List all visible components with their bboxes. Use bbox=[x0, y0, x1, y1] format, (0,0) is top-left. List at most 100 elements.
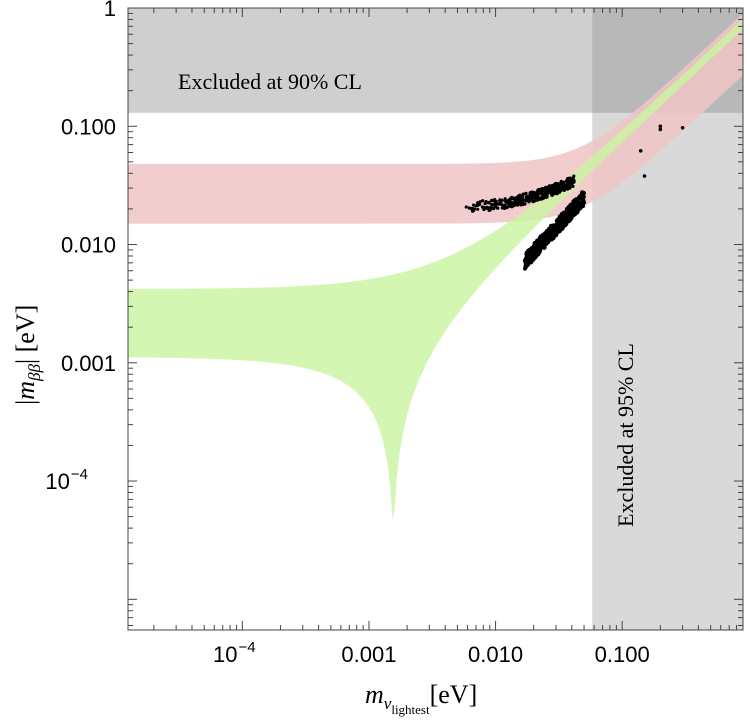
scatter-point bbox=[520, 200, 524, 204]
scatter-point bbox=[522, 266, 528, 271]
scatter-point bbox=[524, 251, 530, 256]
scatter-point bbox=[533, 196, 538, 200]
plot-regions bbox=[128, 8, 743, 630]
scatter-point bbox=[560, 219, 565, 224]
x-tick-label: 0.010 bbox=[468, 642, 523, 667]
scatter-point bbox=[565, 180, 569, 184]
scatter-point bbox=[563, 186, 567, 190]
scatter-point bbox=[498, 200, 502, 204]
scatter-point bbox=[567, 178, 571, 182]
scatter-point bbox=[567, 184, 571, 188]
scatter-point bbox=[464, 205, 468, 209]
scatter-point bbox=[542, 245, 547, 250]
scatter-point bbox=[524, 197, 528, 201]
scatter-point bbox=[572, 174, 576, 178]
scatter-point bbox=[658, 124, 663, 129]
scatter-point bbox=[518, 202, 523, 206]
x-tick-label: 10−4 bbox=[213, 639, 256, 667]
scatter-point bbox=[486, 201, 491, 205]
scatter-point bbox=[487, 208, 491, 212]
scatter-point bbox=[555, 192, 559, 196]
scatter-point bbox=[476, 201, 480, 205]
scatter-point bbox=[481, 199, 485, 203]
scatter-point bbox=[571, 199, 577, 204]
scatter-point bbox=[530, 256, 535, 261]
scatter-point bbox=[532, 241, 537, 246]
scatter-point bbox=[509, 196, 513, 200]
scatter-point bbox=[544, 241, 549, 246]
scatter-point bbox=[513, 198, 517, 202]
scatter-point bbox=[561, 215, 566, 220]
scatter-point bbox=[557, 229, 562, 234]
scatter-point bbox=[476, 207, 480, 211]
scatter-point bbox=[538, 248, 543, 253]
y-tick-label: 0.100 bbox=[61, 114, 116, 139]
excluded-95cl-label: Excluded at 95% CL bbox=[613, 343, 638, 527]
scatter-point bbox=[503, 206, 508, 210]
scatter-point bbox=[534, 193, 538, 197]
scatter-point bbox=[494, 199, 498, 203]
scatter-point bbox=[571, 177, 575, 181]
scatter-point bbox=[538, 189, 542, 193]
scatter-point bbox=[531, 245, 536, 250]
scatter-point bbox=[565, 215, 570, 220]
scatter-point bbox=[503, 199, 507, 203]
scatter-point bbox=[553, 233, 559, 238]
scatter-point bbox=[556, 182, 560, 186]
scatter-point bbox=[515, 201, 519, 205]
scatter-point bbox=[545, 193, 549, 197]
scatter-point bbox=[548, 189, 552, 193]
scatter-point bbox=[658, 127, 663, 132]
scatter-point bbox=[561, 224, 566, 229]
scatter-point bbox=[540, 191, 544, 195]
scatter-point bbox=[534, 198, 539, 202]
y-axis-label: |mββ| [eV] bbox=[11, 305, 44, 405]
scatter-point bbox=[493, 202, 497, 206]
scatter-point bbox=[491, 206, 495, 210]
scatter-point bbox=[493, 205, 497, 209]
y-tick-label: 0.010 bbox=[61, 233, 116, 258]
scatter-point bbox=[541, 194, 545, 198]
scatter-point bbox=[569, 214, 574, 219]
scatter-point bbox=[565, 207, 571, 212]
scatter-point bbox=[579, 191, 585, 196]
excluded-90cl-label: Excluded at 90% CL bbox=[178, 69, 362, 94]
scatter-point bbox=[555, 185, 559, 189]
scatter-point bbox=[489, 202, 493, 206]
scatter-point bbox=[551, 223, 556, 228]
scatter-point bbox=[571, 181, 575, 185]
scatter-point bbox=[471, 209, 475, 213]
scatter-point bbox=[476, 203, 480, 207]
scatter-point bbox=[521, 192, 525, 196]
scatter-point bbox=[638, 149, 643, 153]
scatter-point bbox=[488, 206, 492, 210]
x-tick-label: 0.001 bbox=[341, 642, 396, 667]
scatter-point bbox=[503, 203, 507, 207]
scatter-point bbox=[531, 251, 537, 256]
scatter-point bbox=[536, 240, 541, 245]
y-tick-label: 10−4 bbox=[45, 466, 88, 494]
scatter-point bbox=[471, 203, 476, 207]
normal-ordering-band bbox=[128, 19, 743, 520]
scatter-point bbox=[680, 126, 685, 130]
scatter-point bbox=[517, 195, 522, 200]
plot-border bbox=[127, 7, 744, 631]
scatter-point bbox=[530, 193, 535, 197]
scatter-point bbox=[551, 190, 555, 194]
scatter-point bbox=[527, 199, 532, 203]
axis-labels: mνlightest[eV] |mββ| [eV] Excluded at 90% … bbox=[11, 69, 638, 717]
scatter-point bbox=[528, 260, 534, 265]
scatter-point bbox=[478, 200, 482, 204]
scatter-point bbox=[526, 194, 530, 198]
x-tick-label: 0.100 bbox=[595, 642, 650, 667]
scatter-point bbox=[578, 205, 583, 210]
scatter-point bbox=[542, 188, 547, 193]
scatter-point bbox=[523, 261, 528, 266]
scatter-point bbox=[547, 228, 552, 233]
y-tick-label: 0.001 bbox=[61, 351, 116, 376]
scatter-point bbox=[545, 190, 549, 194]
scatter-point bbox=[482, 205, 486, 210]
axis-ticks: 10−4 0.001 0.010 0.100 1 0.100 0.010 0.001 10−4 bbox=[45, 0, 744, 667]
scatter-points bbox=[464, 124, 685, 271]
